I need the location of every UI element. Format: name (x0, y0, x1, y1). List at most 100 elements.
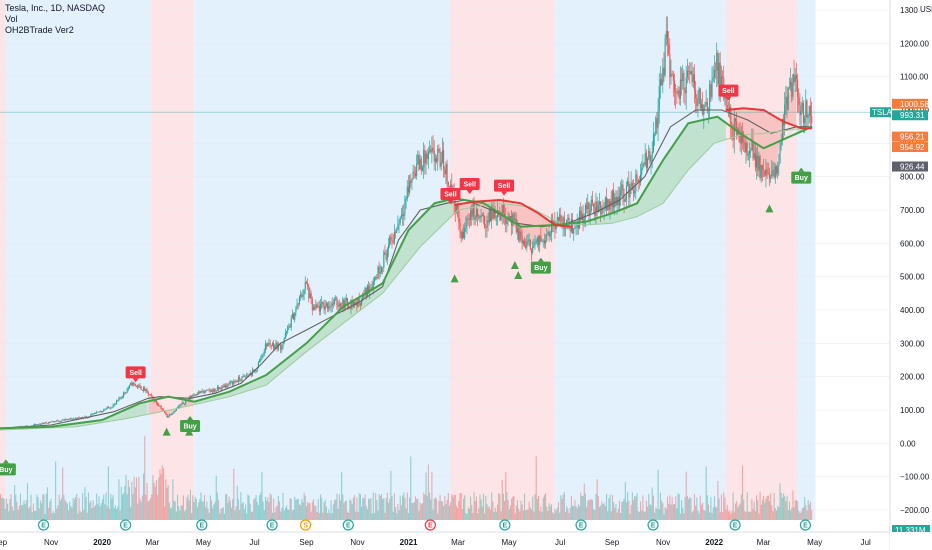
candle-body (604, 197, 606, 209)
candle-body (175, 408, 177, 411)
candle-body (657, 110, 659, 128)
volume-bar (85, 496, 87, 520)
volume-bar (193, 501, 195, 520)
candle-body (759, 156, 761, 179)
volume-bar (350, 500, 352, 520)
candle-body (410, 180, 412, 183)
volume-bar (707, 504, 710, 520)
candle-body (600, 201, 602, 215)
candle-body (764, 170, 766, 176)
candle-body (395, 232, 397, 234)
volume-bar (573, 506, 575, 520)
buy-signal[interactable]: Buy (791, 167, 812, 184)
candle-body (675, 91, 677, 94)
volume-bar (445, 504, 447, 520)
candle-body (584, 204, 587, 219)
candle-body (795, 75, 797, 80)
volume-bar (138, 476, 140, 520)
sell-signal[interactable]: Sell (459, 178, 480, 194)
volume-bar (589, 499, 591, 520)
volume-bar (637, 510, 639, 520)
candle-body (168, 414, 170, 417)
volume-bar (649, 504, 651, 520)
buy-signal[interactable]: Buy (0, 459, 16, 476)
volume-bar (172, 479, 174, 520)
candle-body (797, 79, 799, 98)
candle-body (747, 154, 749, 156)
volume-bar (7, 503, 9, 520)
sell-signal[interactable]: Sell (718, 84, 739, 101)
volume-bar (2, 497, 4, 520)
volume-bar (162, 468, 165, 520)
candle-body (94, 412, 97, 414)
candle-body (468, 219, 470, 221)
buy-signal[interactable]: Buy (180, 416, 201, 432)
volume-bar (459, 492, 461, 520)
candle-body (37, 424, 39, 426)
volume-bar (131, 481, 133, 520)
volume-last-box (892, 525, 930, 535)
volume-bar (300, 505, 302, 520)
event-label: E (733, 523, 738, 530)
candle-body (770, 178, 772, 180)
candle-body (492, 211, 494, 219)
volume-bar (158, 477, 160, 520)
volume-bar (89, 502, 91, 520)
legend-symbol-title[interactable]: Tesla, Inc., 1D, NASDAQ (5, 3, 106, 13)
signal-label: Sell (444, 192, 457, 199)
candle-body (328, 306, 330, 309)
event-label: E (199, 523, 204, 530)
candle-body (678, 90, 680, 99)
volume-bar (133, 476, 135, 520)
candle-body (690, 70, 692, 75)
volume-bar (337, 508, 339, 520)
signal-label: Buy (0, 467, 13, 474)
volume-bar (485, 495, 487, 520)
volume-bar (113, 508, 115, 520)
candle-body (202, 391, 204, 393)
candle-body (744, 142, 746, 153)
legend-volume[interactable]: Vol (5, 14, 18, 24)
candle-body (455, 204, 458, 213)
candle-body (32, 425, 34, 426)
sell-signal[interactable]: Sell (440, 188, 461, 204)
candle-body (181, 402, 183, 405)
candle-body (542, 240, 544, 242)
candle-body (685, 77, 687, 94)
x-tick-label: Sep (0, 538, 8, 547)
buy-signal[interactable]: Buy (530, 257, 551, 274)
volume-bar (62, 467, 64, 520)
volume-bar (768, 501, 771, 520)
candle-body (807, 115, 809, 118)
volume-bar (17, 509, 19, 520)
volume-bar (219, 513, 221, 520)
volume-bar (443, 505, 445, 520)
volume-bar (639, 501, 642, 520)
volume-bar (379, 495, 381, 520)
candle-body (389, 236, 391, 245)
volume-bar (19, 493, 22, 520)
candle-body (390, 236, 392, 240)
candle-body (322, 301, 324, 306)
sell-signal[interactable]: Sell (494, 179, 515, 196)
candle-body (530, 249, 533, 253)
sell-signal[interactable]: Sell (125, 366, 146, 383)
volume-bar (669, 495, 671, 520)
candle-body (405, 198, 407, 200)
volume-bar (807, 500, 809, 520)
signal-pointer (132, 378, 139, 383)
candle-body (82, 417, 84, 419)
volume-bar (232, 499, 234, 520)
volume-bar (621, 501, 623, 520)
legend-indicator[interactable]: OH2BTrade Ver2 (5, 25, 74, 35)
candle-body (99, 411, 101, 412)
candle-body (276, 342, 278, 350)
candle-body (421, 167, 424, 171)
candle-body (588, 202, 590, 216)
volume-bar (576, 507, 578, 520)
background-zone (5, 0, 151, 520)
volume-bar (696, 497, 698, 520)
candle-body (134, 383, 136, 386)
